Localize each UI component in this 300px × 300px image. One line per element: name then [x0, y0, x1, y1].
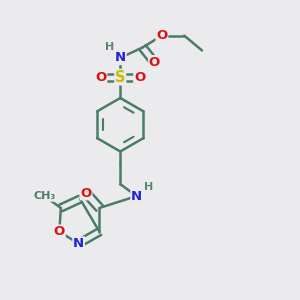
Text: N: N — [131, 190, 142, 202]
Text: O: O — [156, 29, 167, 42]
Text: N: N — [73, 237, 84, 250]
Text: CH₃: CH₃ — [33, 191, 56, 201]
Text: O: O — [134, 71, 145, 84]
Text: S: S — [115, 70, 125, 85]
Text: H: H — [105, 43, 115, 52]
Text: H: H — [144, 182, 153, 192]
Text: O: O — [80, 187, 92, 200]
Text: O: O — [149, 56, 160, 69]
Text: N: N — [115, 51, 126, 64]
Text: O: O — [54, 225, 65, 238]
Text: O: O — [95, 71, 106, 84]
